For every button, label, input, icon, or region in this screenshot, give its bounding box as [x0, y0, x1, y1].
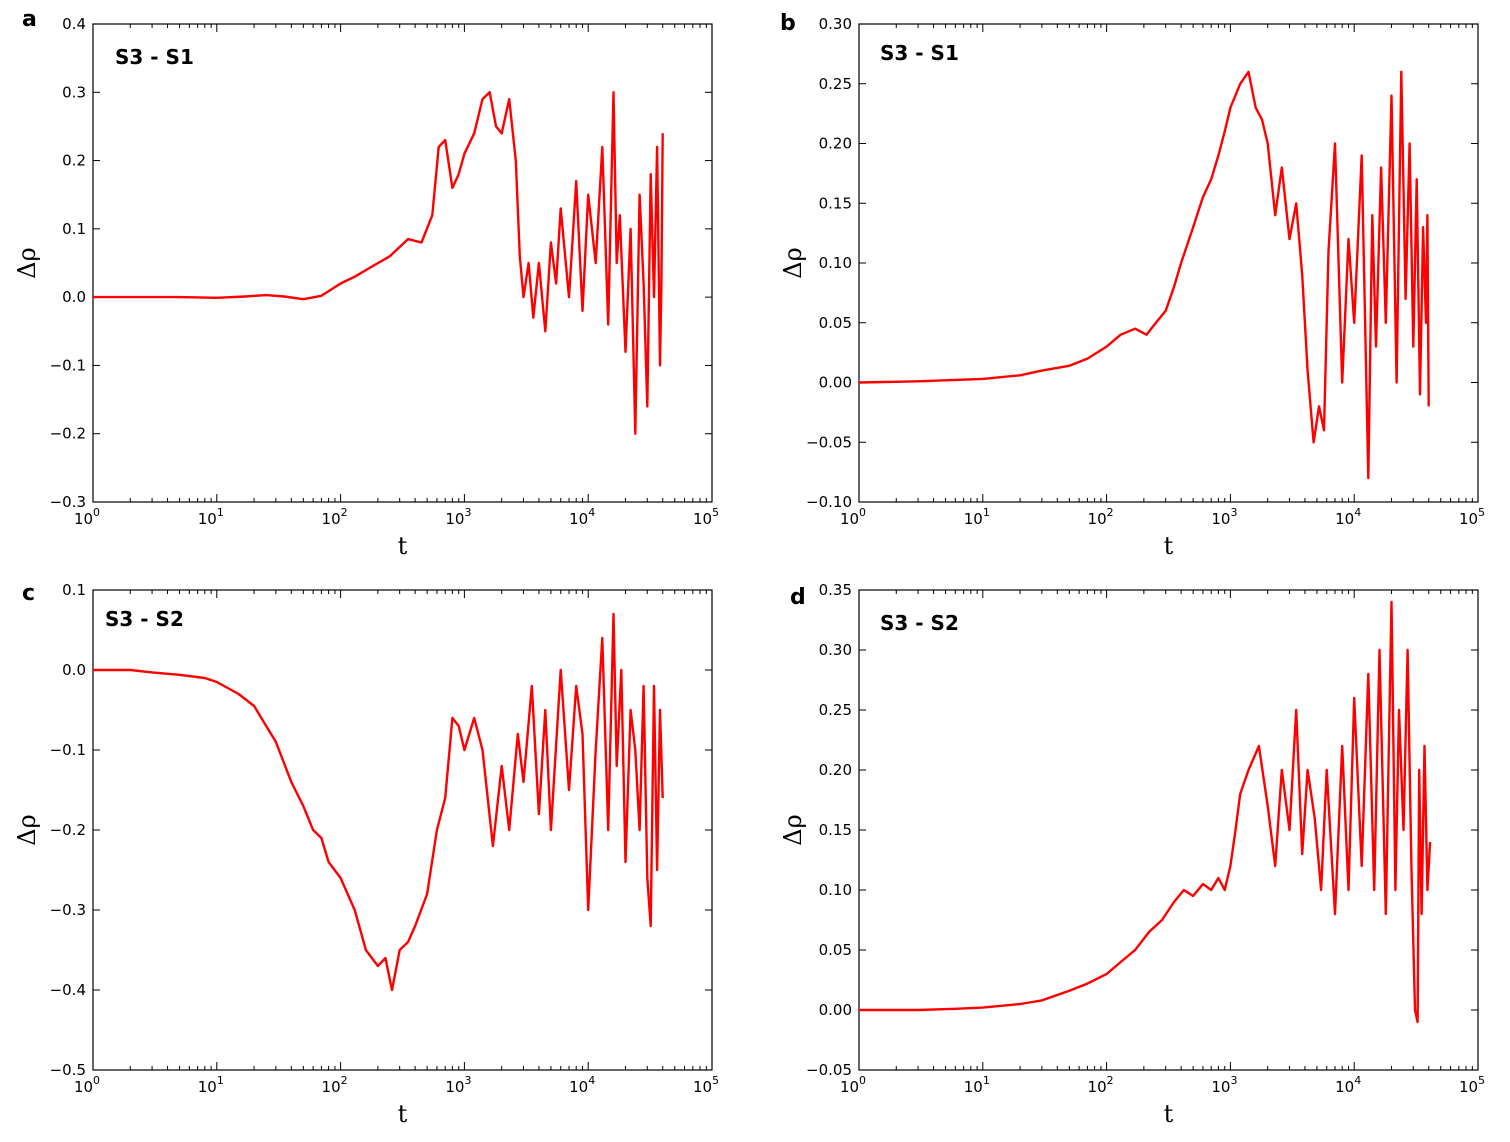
y-tick-label: 0.25 — [819, 75, 852, 93]
x-tick-label: 105 — [693, 1074, 719, 1096]
x-tick-label: 102 — [322, 1074, 348, 1096]
panel-annotation: S3 - S2 — [105, 607, 184, 631]
y-tick-label: 0.0 — [62, 288, 86, 306]
plot-frame — [858, 589, 1479, 1071]
x-tick-label: 105 — [1459, 506, 1485, 528]
y-axis-label: Δρ — [13, 247, 41, 278]
y-tick-label: 0.05 — [819, 941, 852, 959]
x-tick-label: 101 — [198, 506, 224, 528]
panel-letter: d — [790, 585, 806, 610]
y-tick-label: −0.10 — [806, 493, 852, 511]
panel-annotation: S3 - S1 — [880, 41, 959, 65]
panel-d: −0.05 0.00 0.05 0.10 0.15 0.20 0.25 0.30 0.35 100… — [779, 581, 1485, 1128]
y-axis-label: Δρ — [13, 814, 41, 845]
x-tick-label: 104 — [1335, 506, 1361, 528]
panel-b: −0.10 −0.05 0.00 0.05 0.10 0.15 0.20 0.25 0.30 10… — [779, 11, 1485, 560]
panel-letter: b — [780, 11, 796, 36]
x-tick-label: 103 — [1211, 1074, 1237, 1096]
x-axis-label: t — [1164, 532, 1174, 560]
x-tick-label: 100 — [74, 506, 100, 528]
y-axis-label: Δρ — [779, 814, 807, 845]
y-tick-label: 0.1 — [62, 220, 86, 238]
y-tick-label: 0.2 — [62, 152, 86, 170]
y-tick-label: −0.1 — [50, 356, 86, 374]
panel-letter: a — [22, 7, 37, 32]
y-tick-label: 0.30 — [819, 641, 852, 659]
x-tick-label: 100 — [840, 1074, 866, 1096]
y-tick-label: 0.3 — [62, 83, 86, 101]
y-tick-label: 0.10 — [819, 881, 852, 899]
y-tick-label: 0.20 — [819, 761, 852, 779]
y-tick-label: −0.05 — [806, 1061, 852, 1079]
series-line — [859, 600, 1432, 1024]
x-tick-label: 105 — [1459, 1074, 1485, 1096]
x-tick-label: 103 — [1211, 506, 1237, 528]
y-tick-label: 0.35 — [819, 581, 852, 599]
x-tick-label: 103 — [445, 1074, 471, 1096]
x-tick-label: 101 — [964, 1074, 990, 1096]
y-tick-label: −0.2 — [50, 821, 86, 839]
x-axis-label: t — [1164, 1100, 1174, 1128]
y-tick-label: 0.00 — [819, 374, 852, 392]
y-axis-label: Δρ — [779, 247, 807, 278]
y-tick-label: 0.15 — [819, 821, 852, 839]
plot-frame — [92, 589, 713, 1071]
y-tick-label: 0.1 — [62, 581, 86, 599]
y-tick-label: 0.10 — [819, 254, 852, 272]
panel-a: −0.3 −0.2 −0.1 0.0 0.1 0.2 0.3 0.4 100 101 102 103 1… — [13, 7, 719, 560]
y-tick-label: −0.4 — [50, 981, 86, 999]
x-tick-label: 103 — [445, 506, 471, 528]
y-tick-label: 0.05 — [819, 314, 852, 332]
y-tick-label: 0.25 — [819, 701, 852, 719]
x-tick-label: 100 — [840, 506, 866, 528]
x-tick-label: 101 — [964, 506, 990, 528]
y-tick-label: 0.15 — [819, 194, 852, 212]
panel-c: −0.5 −0.4 −0.3 −0.2 −0.1 0.0 0.1 100 101 102 103 10… — [13, 581, 719, 1128]
y-tick-label: −0.05 — [806, 433, 852, 451]
x-tick-label: 100 — [74, 1074, 100, 1096]
x-tick-label: 104 — [1335, 1074, 1361, 1096]
y-tick-label: −0.3 — [50, 901, 86, 919]
x-tick-label: 102 — [1088, 1074, 1114, 1096]
x-axis-label: t — [398, 1100, 408, 1128]
y-tick-label: 0.00 — [819, 1001, 852, 1019]
x-axis-label: t — [398, 532, 408, 560]
x-tick-label: 105 — [693, 506, 719, 528]
x-tick-label: 101 — [198, 1074, 224, 1096]
y-tick-label: 0.20 — [819, 135, 852, 153]
panel-letter: c — [22, 581, 35, 606]
x-tick-label: 104 — [569, 506, 595, 528]
series-line — [93, 612, 664, 992]
x-tick-label: 102 — [1088, 506, 1114, 528]
series-line — [93, 91, 664, 435]
y-tick-label: 0.30 — [819, 15, 852, 33]
y-tick-label: −0.3 — [50, 493, 86, 511]
y-tick-label: −0.2 — [50, 425, 86, 443]
y-tick-label: −0.1 — [50, 741, 86, 759]
panel-annotation: S3 - S1 — [115, 45, 194, 69]
series-line — [858, 70, 1430, 480]
y-tick-label: 0.4 — [62, 15, 86, 33]
x-tick-label: 104 — [569, 1074, 595, 1096]
y-tick-label: 0.0 — [62, 661, 86, 679]
plot-frame — [92, 23, 713, 503]
y-tick-label: −0.5 — [50, 1061, 86, 1079]
x-tick-label: 102 — [322, 506, 348, 528]
panel-annotation: S3 - S2 — [880, 611, 959, 635]
